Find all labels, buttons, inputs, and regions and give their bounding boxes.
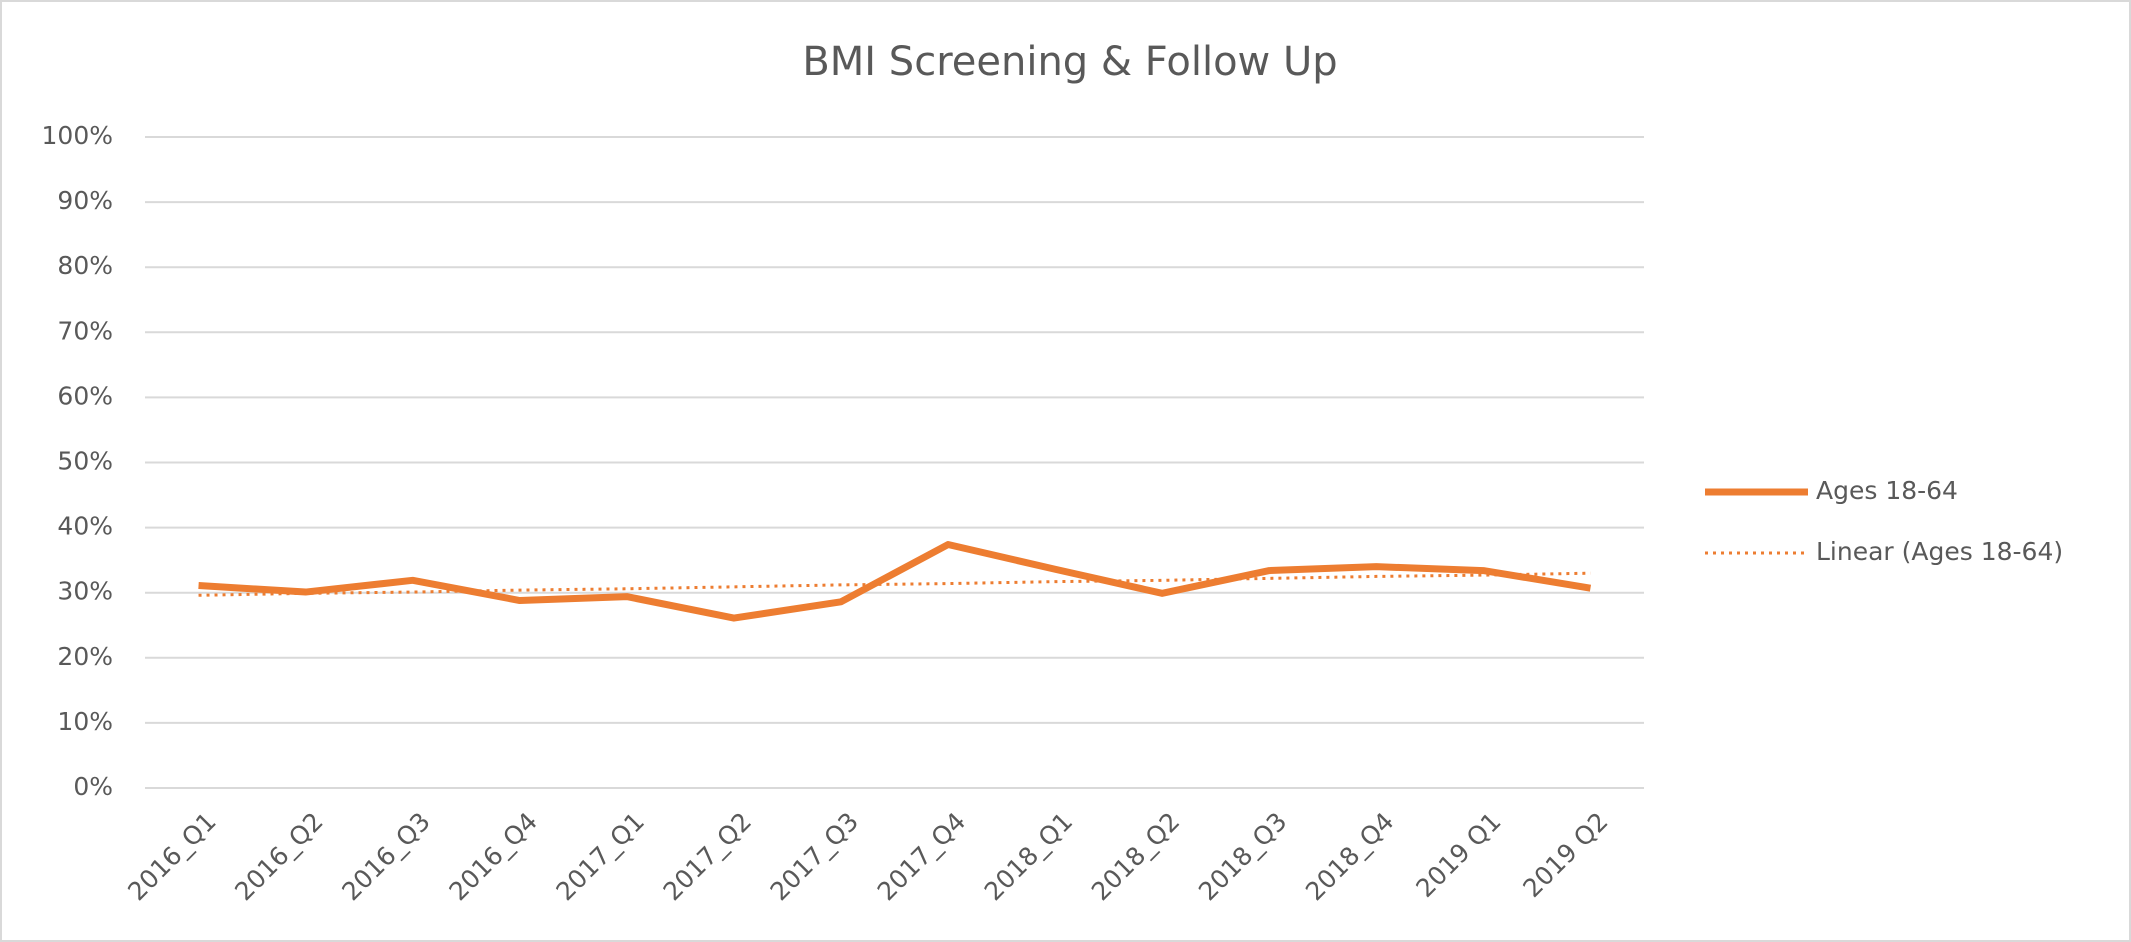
- legend-label: Linear (Ages 18-64): [1816, 537, 2063, 566]
- series-line: [198, 541, 1592, 622]
- y-tick-label: 0%: [73, 772, 113, 801]
- y-tick-label: 10%: [57, 707, 113, 736]
- y-tick-label: 60%: [57, 381, 113, 410]
- y-tick-label: 100%: [42, 121, 113, 150]
- y-tick-label: 90%: [57, 186, 113, 215]
- y-tick-label: 70%: [57, 316, 113, 345]
- legend-label: Ages 18-64: [1816, 476, 1958, 505]
- y-tick-label: 40%: [57, 512, 113, 541]
- chart-title: BMI Screening & Follow Up: [802, 39, 1337, 85]
- y-tick-label: 20%: [57, 642, 113, 671]
- trend-line: [198, 571, 1591, 597]
- y-tick-label: 50%: [57, 447, 113, 476]
- y-tick-label: 80%: [57, 251, 113, 280]
- y-tick-label: 30%: [57, 577, 113, 606]
